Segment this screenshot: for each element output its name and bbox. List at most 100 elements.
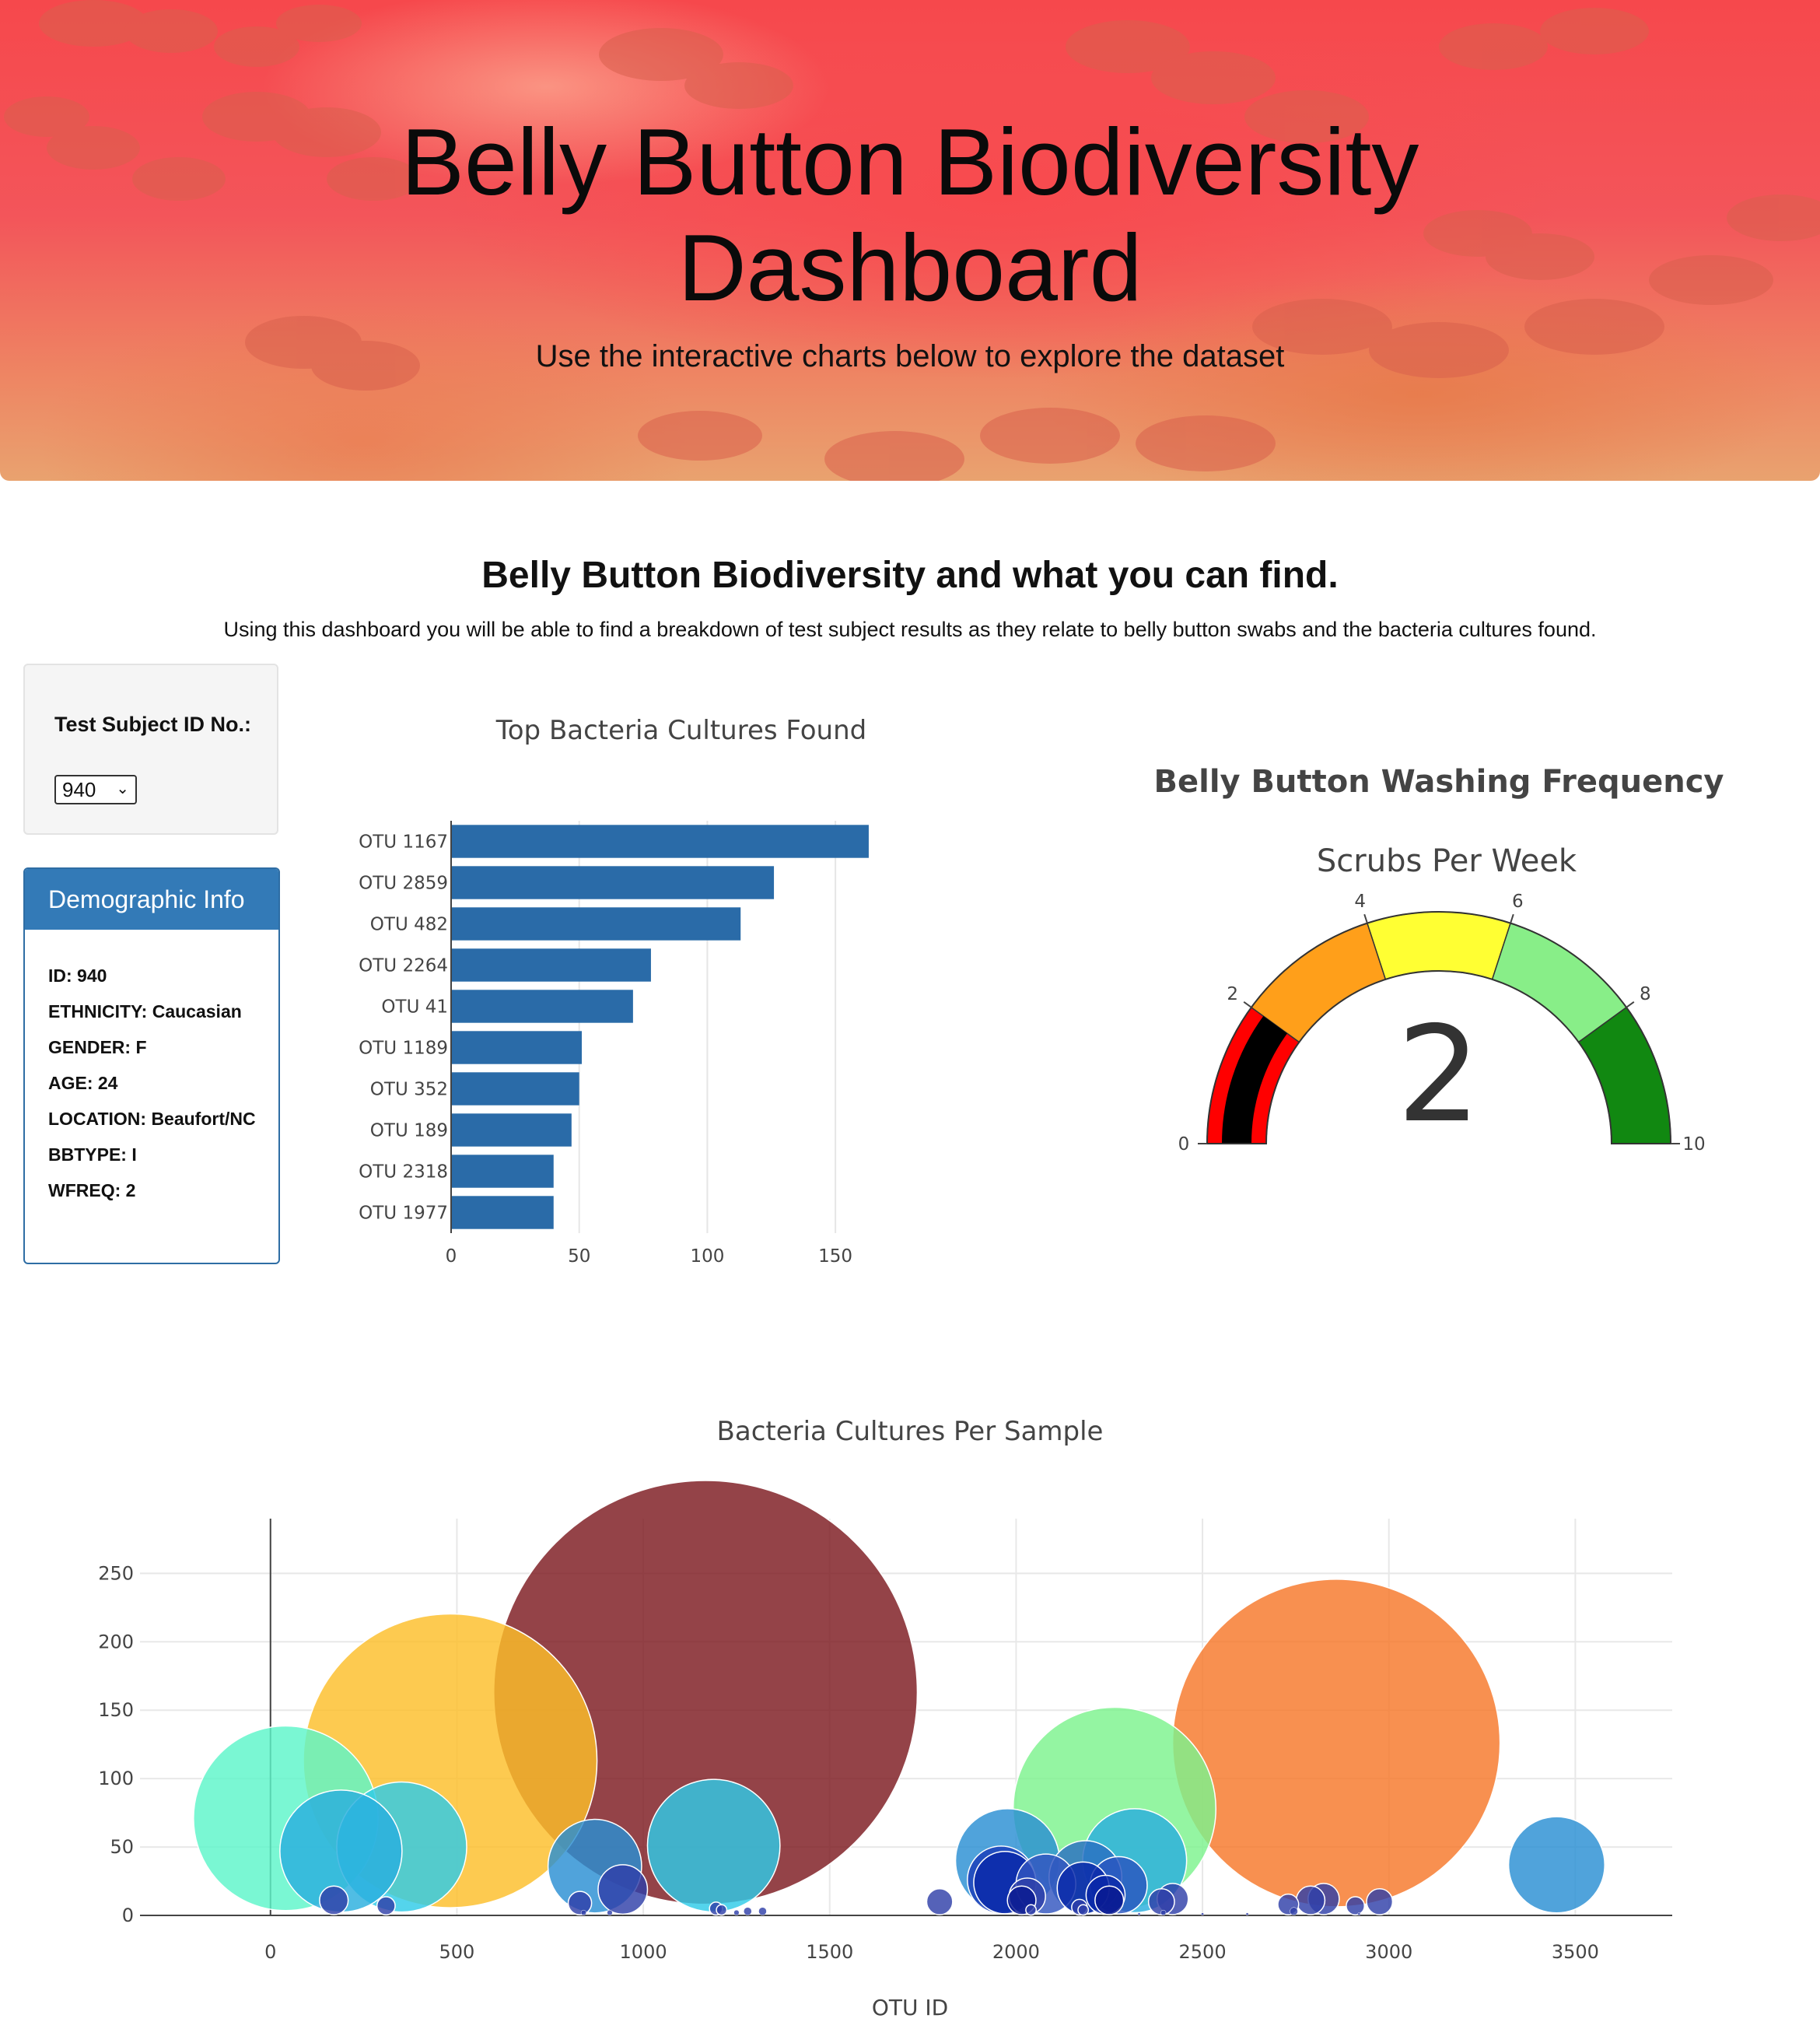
bar <box>451 907 741 941</box>
bubble-x-tick-label: 1500 <box>806 1941 853 1963</box>
gauge-tick <box>1243 1000 1252 1008</box>
bubble-x-tick-label: 2500 <box>1179 1941 1227 1963</box>
header-banner: Belly Button Biodiversity Dashboard Use … <box>0 0 1820 481</box>
bar-category-label: OTU 2264 <box>359 956 448 976</box>
gauge-tick <box>1510 913 1514 923</box>
bar <box>451 990 633 1023</box>
gauge-tick <box>1363 913 1368 923</box>
bubble <box>597 1864 649 1915</box>
bubble <box>1290 1907 1298 1915</box>
bubble-y-tick-label: 0 <box>122 1905 134 1926</box>
bubble <box>580 1909 586 1916</box>
bubble <box>1025 1904 1038 1916</box>
bar-category-label: OTU 2318 <box>359 1162 448 1183</box>
bar-category-label: OTU 352 <box>370 1080 448 1100</box>
subject-selector-label: Test Subject ID No.: <box>54 713 252 736</box>
subject-id-select[interactable]: 940 ⌄ <box>54 775 137 804</box>
bubble-x-tick-label: 500 <box>439 1941 475 1963</box>
chevron-down-icon: ⌄ <box>116 780 129 797</box>
bubble <box>1137 1912 1141 1916</box>
top-bacteria-bar-chart[interactable]: Top Bacteria Cultures Found 0 50 100 150 OTU … <box>303 685 941 1276</box>
bubble <box>744 1907 752 1915</box>
bar-category-label: OTU 482 <box>370 915 448 935</box>
page-title-line1: Belly Button Biodiversity <box>401 109 1419 215</box>
bubble <box>646 1778 781 1913</box>
gauge-value-number: 2 <box>1397 998 1481 1152</box>
bubble-x-axis-label: OTU ID <box>872 1995 948 2020</box>
bar <box>451 948 651 982</box>
bubble <box>319 1885 349 1915</box>
demographic-row-ethnicity: ETHNICITY: Caucasian <box>48 1001 242 1022</box>
demographic-row-wfreq: WFREQ: 2 <box>48 1180 136 1200</box>
bar-x-tick-label: 100 <box>690 1246 724 1267</box>
bar <box>451 1072 579 1106</box>
bubble <box>1295 1885 1326 1915</box>
bubble <box>607 1909 613 1916</box>
bubble-x-tick-label: 1000 <box>620 1941 667 1963</box>
gauge-title: Belly Button Washing Frequency <box>1154 764 1724 800</box>
section-title: Belly Button Biodiversity and what you c… <box>481 555 1339 596</box>
bubble <box>376 1896 396 1916</box>
banner-background-image <box>4 0 1820 481</box>
bubble-y-tick-label: 250 <box>98 1562 134 1584</box>
bar <box>451 1031 582 1064</box>
bubble-x-tick-label: 2000 <box>992 1941 1040 1963</box>
gauge-value-bar <box>1222 1016 1288 1144</box>
subject-id-selected-value: 940 <box>62 778 96 801</box>
gauge-tick-label: 6 <box>1512 892 1524 912</box>
bubble <box>1094 1885 1125 1915</box>
demographic-info-title: Demographic Info <box>25 869 278 930</box>
bubble-y-tick-label: 50 <box>110 1836 134 1858</box>
section-description: Using this dashboard you will be able to… <box>223 618 1597 641</box>
bar-x-tick-label: 50 <box>568 1246 590 1267</box>
washing-frequency-gauge[interactable]: Belly Button Washing Frequency Scrubs Per… <box>1089 747 1789 1183</box>
demographic-row-location: LOCATION: Beaufort/NC <box>48 1109 256 1129</box>
bar-chart-title: Top Bacteria Cultures Found <box>495 715 866 746</box>
page-title-line2: Dashboard <box>677 215 1143 321</box>
bar-x-tick-label: 0 <box>446 1246 457 1267</box>
bubble-y-tick-label: 100 <box>98 1768 134 1789</box>
gauge-outline <box>1206 911 1672 1144</box>
bar <box>451 825 869 858</box>
subject-selector-well: Test Subject ID No.: 940 ⌄ <box>23 664 278 835</box>
bubble-y-tick-label: 200 <box>98 1631 134 1652</box>
bubble-chart-title: Bacteria Cultures Per Sample <box>717 1416 1104 1447</box>
bubble-x-tick-label: 3500 <box>1552 1941 1599 1963</box>
page-title: Belly Button Biodiversity Dashboard <box>0 109 1820 321</box>
demographic-row-age: AGE: 24 <box>48 1073 118 1093</box>
bubble <box>1077 1904 1090 1916</box>
bubble <box>733 1909 740 1916</box>
bubble <box>1160 1909 1167 1916</box>
bar-category-label: OTU 1167 <box>359 832 448 853</box>
bubble <box>1171 1579 1501 1908</box>
gauge-tick-label: 8 <box>1640 984 1651 1004</box>
page-subtitle: Use the interactive charts below to expl… <box>535 339 1285 373</box>
bubble <box>567 1891 593 1915</box>
bar <box>451 1113 572 1147</box>
demographic-row-id: ID: 940 <box>48 965 107 986</box>
bar <box>451 1196 554 1229</box>
demographic-row-bbtype: BBTYPE: I <box>48 1144 137 1165</box>
gauge-step <box>1366 911 1512 980</box>
gauge-tick-label: 10 <box>1682 1134 1705 1155</box>
bar-category-label: OTU 41 <box>381 997 448 1018</box>
demographic-info-panel: Demographic Info ID: 940 ETHNICITY: Cauc… <box>23 867 280 1264</box>
bar-category-label: OTU 2859 <box>359 874 448 894</box>
bar-category-label: OTU 189 <box>370 1121 448 1141</box>
bubble <box>1245 1912 1249 1916</box>
bubble <box>1357 1912 1361 1916</box>
bar <box>451 1155 554 1188</box>
gauge-tick-label: 0 <box>1178 1134 1190 1155</box>
bar-category-label: OTU 1189 <box>359 1039 448 1059</box>
bubble <box>758 1907 767 1915</box>
bubble <box>926 1887 954 1915</box>
bubble-x-tick-label: 0 <box>264 1941 276 1963</box>
bubble <box>1507 1816 1605 1914</box>
gauge-tick <box>1626 1000 1635 1008</box>
bubble-x-tick-label: 3000 <box>1365 1941 1412 1963</box>
bubble-y-tick-label: 150 <box>98 1699 134 1721</box>
bubble <box>1201 1912 1204 1916</box>
bar <box>451 866 775 899</box>
demographic-info-body: ID: 940 ETHNICITY: Caucasian GENDER: F A… <box>25 930 278 1200</box>
